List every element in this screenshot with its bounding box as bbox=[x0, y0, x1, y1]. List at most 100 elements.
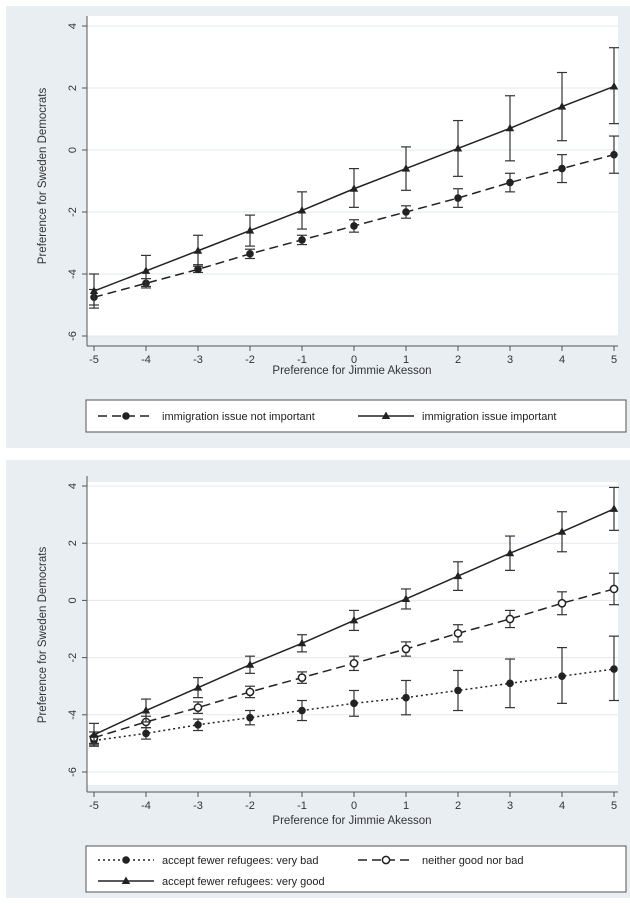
y-tick-label: -2 bbox=[67, 207, 79, 217]
data-point bbox=[453, 571, 463, 580]
data-point bbox=[609, 81, 619, 90]
y-tick-label: -6 bbox=[67, 331, 79, 341]
data-point bbox=[505, 123, 515, 132]
data-point bbox=[89, 286, 99, 295]
data-point bbox=[557, 527, 567, 535]
y-tick-label: -2 bbox=[67, 653, 79, 663]
data-point bbox=[402, 208, 410, 216]
data-point bbox=[193, 246, 203, 254]
legend-label: accept fewer refugees: very bad bbox=[162, 855, 319, 867]
chart-panel-top: -6 -4 -2 0 2 4 -5 -4 -3 -2 -1 0 1 2 3 4 5 Preference for… bbox=[6, 6, 630, 448]
data-point bbox=[297, 638, 307, 647]
data-point bbox=[349, 658, 359, 668]
legend-item: accept fewer refugees: very bad bbox=[98, 855, 319, 867]
data-point bbox=[194, 721, 202, 729]
data-point bbox=[349, 184, 359, 192]
x-tick-label: 0 bbox=[351, 800, 357, 812]
x-tick-label: 1 bbox=[403, 800, 409, 812]
data-point bbox=[505, 614, 515, 624]
data-point bbox=[297, 673, 307, 682]
legend-item: neither good nor bad bbox=[358, 855, 524, 867]
data-point bbox=[610, 665, 618, 673]
data-point bbox=[298, 706, 306, 715]
data-point bbox=[297, 205, 307, 214]
data-point bbox=[193, 703, 203, 712]
data-point bbox=[506, 679, 514, 688]
data-point bbox=[350, 222, 358, 230]
y-axis-label-bottom: Preference for Sweden Democrats bbox=[37, 547, 49, 724]
legend-item: accept fewer refugees: very good bbox=[98, 876, 325, 888]
data-point bbox=[401, 164, 411, 172]
chart-bottom: -6 -4 -2 0 2 4 -5 -4 -3 -2 -1 0 1 2 3 4 5 Preference for… bbox=[37, 476, 627, 893]
y-tick-label: 0 bbox=[67, 147, 79, 153]
y-tick-label: 4 bbox=[67, 483, 79, 489]
x-tick-label: 0 bbox=[351, 354, 357, 366]
chart-panel-bottom: -6 -4 -2 0 2 4 -5 -4 -3 -2 -1 0 1 2 3 4 5 Preference for… bbox=[6, 460, 630, 898]
x-tick-label: -1 bbox=[297, 800, 307, 812]
data-point bbox=[610, 150, 618, 159]
data-point bbox=[401, 594, 411, 602]
legend-bottom: accept fewer refugees: very bad neither g… bbox=[85, 845, 627, 893]
data-point bbox=[245, 226, 255, 234]
x-axis-label-top: Preference for Jimmie Akesson bbox=[272, 365, 431, 377]
y-tick-label: 2 bbox=[67, 85, 79, 91]
data-point bbox=[194, 265, 202, 274]
data-point bbox=[453, 628, 463, 638]
series-1 bbox=[89, 635, 619, 746]
data-point bbox=[298, 236, 306, 244]
y-tick-label: -4 bbox=[67, 710, 79, 720]
data-point bbox=[558, 164, 566, 173]
x-tick-label: 4 bbox=[559, 800, 565, 812]
data-point bbox=[141, 706, 151, 714]
legend-label: immigration issue important bbox=[422, 411, 557, 423]
x-tick-label: -5 bbox=[89, 354, 99, 366]
legend-label: neither good nor bad bbox=[422, 855, 524, 867]
x-tick-label: 2 bbox=[455, 354, 461, 366]
legend-marker bbox=[121, 876, 131, 884]
x-tick-label: -3 bbox=[193, 354, 203, 366]
data-point bbox=[453, 143, 463, 152]
legend-marker bbox=[122, 856, 130, 864]
x-tick-label: 5 bbox=[611, 354, 617, 366]
y-tick-label: 4 bbox=[67, 23, 79, 29]
legend-marker bbox=[381, 855, 391, 865]
data-point bbox=[142, 729, 150, 738]
data-point bbox=[557, 102, 567, 110]
legend-marker bbox=[381, 411, 391, 419]
data-point bbox=[454, 686, 462, 695]
y-tick-label: 2 bbox=[67, 540, 79, 546]
x-tick-label: -1 bbox=[297, 354, 307, 366]
x-tick-label: -2 bbox=[245, 354, 255, 366]
y-axis-label-top: Preference for Sweden Democrats bbox=[37, 88, 49, 265]
y-tick-label: -4 bbox=[67, 269, 79, 279]
x-tick-label: -3 bbox=[193, 800, 203, 812]
x-tick-label: 3 bbox=[507, 354, 513, 366]
legend-item: immigration issue important bbox=[358, 411, 557, 423]
plot-area-bottom bbox=[87, 482, 618, 785]
data-point bbox=[401, 644, 411, 654]
data-point bbox=[609, 584, 619, 594]
y-tick-label: 0 bbox=[67, 597, 79, 603]
x-tick-label: 1 bbox=[403, 354, 409, 366]
x-tick-label: 3 bbox=[507, 800, 513, 812]
x-axis-label-bottom: Preference for Jimmie Akesson bbox=[272, 815, 431, 827]
data-point bbox=[193, 683, 203, 691]
y-tick-label: -6 bbox=[67, 767, 79, 777]
series-2 bbox=[89, 47, 619, 309]
legend-label: immigration issue not important bbox=[162, 411, 315, 423]
x-tick-label: -5 bbox=[89, 800, 99, 812]
data-point bbox=[558, 672, 566, 680]
x-tick-label: 4 bbox=[559, 354, 565, 366]
legend-marker bbox=[122, 412, 130, 420]
data-point bbox=[506, 178, 514, 187]
data-point bbox=[245, 660, 255, 668]
data-point bbox=[402, 693, 410, 702]
x-tick-label: 2 bbox=[455, 800, 461, 812]
chart-top: -6 -4 -2 0 2 4 -5 -4 -3 -2 -1 0 1 2 3 4 5 Preference for… bbox=[37, 16, 627, 433]
x-tick-label: -2 bbox=[245, 800, 255, 812]
data-point bbox=[454, 194, 462, 202]
x-tick-label: 5 bbox=[611, 800, 617, 812]
plot-area-top bbox=[87, 16, 618, 336]
legend-top: immigration issue not important immigrati… bbox=[85, 399, 627, 433]
data-point bbox=[350, 699, 358, 708]
